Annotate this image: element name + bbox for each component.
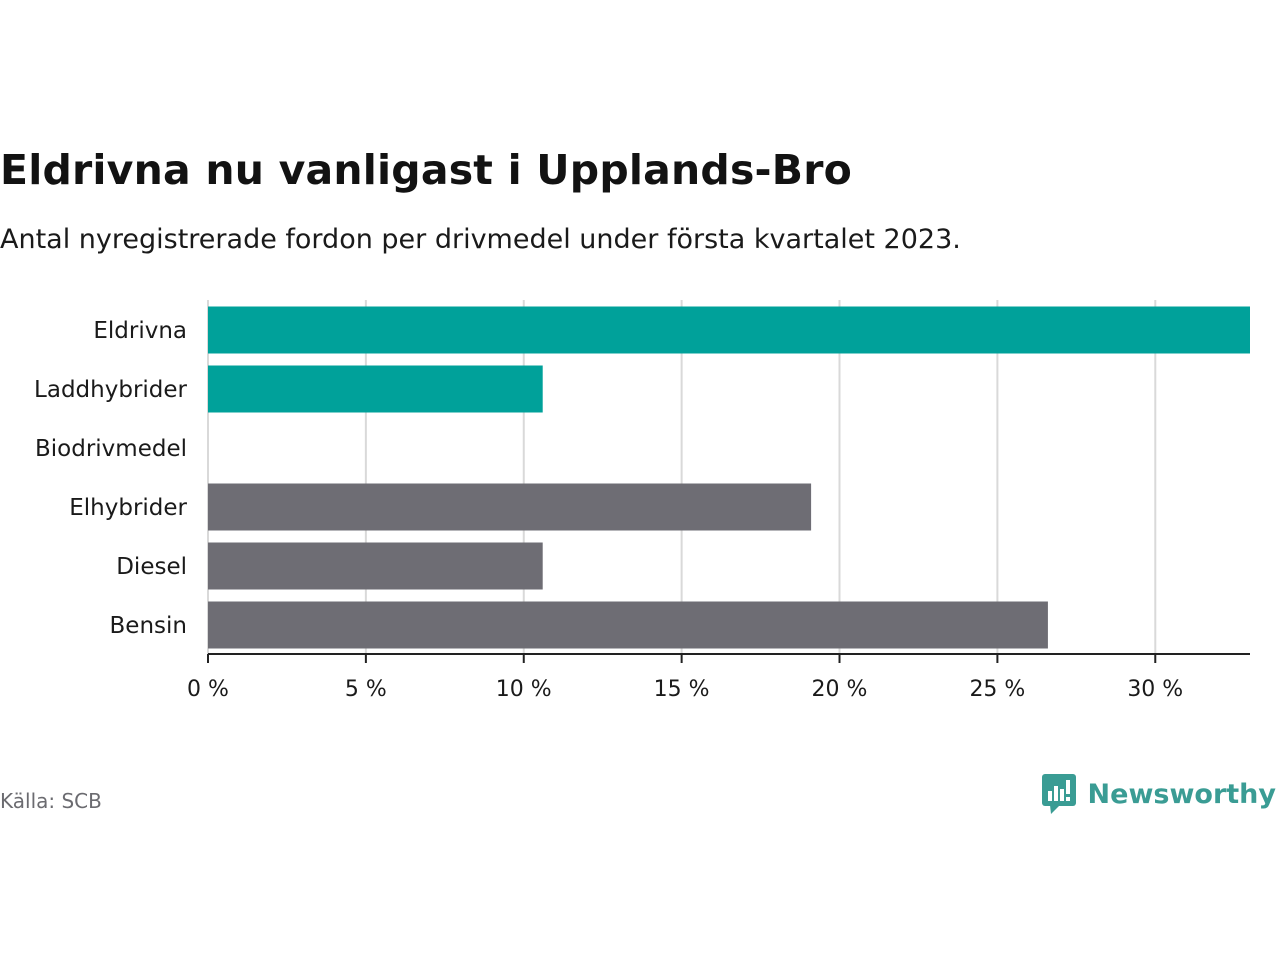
bar-eldrivna[interactable] bbox=[208, 306, 1250, 354]
x-tick-label: 10 % bbox=[496, 677, 552, 702]
chart-subtitle: Antal nyregistrerade fordon per drivmede… bbox=[0, 224, 961, 255]
bar-bensin[interactable] bbox=[208, 601, 1048, 649]
x-axis: 0 % 5 % 10 % 15 % 20 % 25 % 30 % bbox=[187, 653, 1250, 702]
bar-chart: Eldrivna Laddhybrider Biodrivmedel Elhybrid… bbox=[34, 300, 1250, 702]
x-tick-label: 0 % bbox=[187, 677, 229, 702]
x-tick-label: 5 % bbox=[345, 677, 387, 702]
category-label: Bensin bbox=[110, 613, 187, 639]
bar-elhybrider[interactable] bbox=[208, 483, 812, 531]
category-label: Elhybrider bbox=[69, 495, 187, 521]
x-tick-label: 15 % bbox=[654, 677, 710, 702]
category-label: Eldrivna bbox=[93, 318, 187, 344]
bar-diesel[interactable] bbox=[208, 542, 543, 590]
bar-laddhybrider[interactable] bbox=[208, 365, 543, 413]
brand-logo[interactable]: Newsworthy bbox=[1041, 774, 1276, 814]
x-tick-label: 30 % bbox=[1127, 677, 1183, 702]
category-labels: Eldrivna Laddhybrider Biodrivmedel Elhybrid… bbox=[34, 318, 187, 639]
grid-lines bbox=[207, 300, 1157, 654]
category-label: Diesel bbox=[116, 554, 187, 580]
chart-title: Eldrivna nu vanligast i Upplands-Bro bbox=[0, 146, 853, 194]
bars bbox=[208, 306, 1250, 649]
x-tick-label: 25 % bbox=[969, 677, 1025, 702]
category-label: Laddhybrider bbox=[34, 377, 187, 403]
source-note: Källa: SCB bbox=[0, 789, 102, 813]
brand-name: Newsworthy bbox=[1087, 778, 1276, 810]
newsworthy-logo-icon bbox=[1041, 774, 1076, 814]
x-tick-label: 20 % bbox=[812, 677, 868, 702]
category-label: Biodrivmedel bbox=[35, 436, 187, 462]
